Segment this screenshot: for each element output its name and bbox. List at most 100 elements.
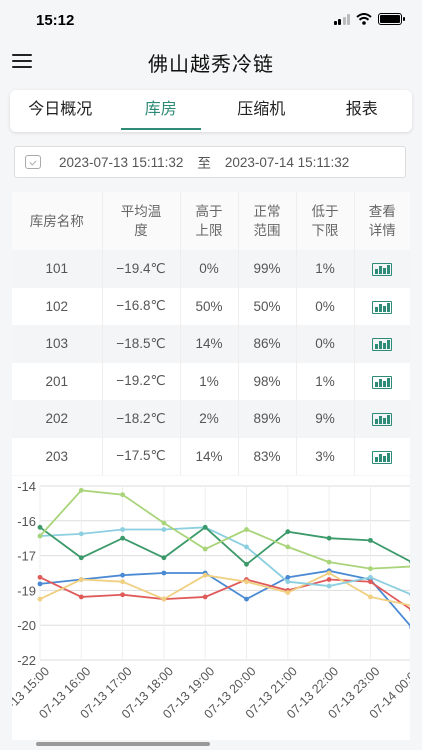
- series-1-point: [368, 579, 373, 585]
- tab-report[interactable]: 报表: [345, 101, 378, 118]
- series-2-point: [285, 590, 291, 595]
- series-2-point: [409, 603, 415, 609]
- bar-chart-icon[interactable]: [372, 375, 393, 389]
- series-5-point: [368, 566, 373, 572]
- cell-detail: [354, 287, 410, 325]
- series-3-point: [285, 579, 291, 585]
- series-line-5: [39, 489, 422, 570]
- menu-icon[interactable]: [12, 54, 32, 68]
- series-2-point: [326, 570, 332, 576]
- series-1-point: [326, 577, 332, 582]
- cell-above: 14%: [180, 437, 239, 475]
- bar-chart-icon[interactable]: [372, 263, 393, 277]
- cell-above: 0%: [180, 250, 239, 288]
- series-3-point: [161, 527, 167, 532]
- series-4-point: [368, 537, 373, 543]
- bar-chart-icon[interactable]: [372, 413, 393, 427]
- bar-chart-icon[interactable]: [372, 450, 393, 464]
- cell-below: 9%: [296, 400, 355, 438]
- horizontal-scrollbar[interactable]: [36, 742, 210, 746]
- bar-chart-icon[interactable]: [372, 300, 393, 314]
- calendar-icon: [25, 155, 41, 169]
- cell-avg-temp: −18.5℃: [102, 325, 181, 363]
- cell-detail: [354, 437, 410, 475]
- page-title: 佛山越秀冷链: [148, 54, 274, 76]
- y-tick-label: -14: [17, 479, 36, 494]
- series-1-point: [202, 594, 208, 600]
- series-5-point: [285, 544, 291, 550]
- y-tick-label: -20: [17, 618, 36, 633]
- tab-overview[interactable]: 今日概况: [28, 101, 93, 118]
- cell-above: 1%: [180, 362, 239, 400]
- series-3-point: [78, 531, 84, 537]
- series-line-1: [39, 576, 422, 613]
- nav-bar: 佛山越秀冷链: [0, 40, 422, 84]
- series-5-point: [78, 487, 84, 493]
- table-row: 202 −18.2℃ 2% 89% 9%: [12, 400, 410, 438]
- cell-normal: 50%: [238, 287, 297, 325]
- table-row: 101 −19.4℃ 0% 99% 1%: [12, 250, 410, 288]
- series-2-point: [120, 579, 125, 585]
- series-0-point: [120, 572, 125, 578]
- cell-name: 102: [12, 287, 103, 325]
- table-row: 103 −18.5℃ 14% 86% 0%: [12, 325, 410, 363]
- series-4-point: [120, 535, 125, 541]
- tab-compressor[interactable]: 压缩机: [237, 101, 286, 118]
- start-date: 2023-07-13 15:11:32: [59, 154, 184, 170]
- bar-chart-icon[interactable]: [372, 338, 393, 352]
- y-tick-label: -17: [17, 549, 36, 564]
- header-below: 低于下限: [296, 192, 355, 250]
- cell-avg-temp: −19.4℃: [102, 250, 181, 288]
- cell-name: 101: [12, 250, 103, 288]
- series-2-point: [78, 577, 84, 582]
- wifi-icon: [356, 13, 372, 25]
- tab-storage[interactable]: 库房: [111, 90, 212, 132]
- table-row: 102 −16.8℃ 50% 50% 0%: [12, 287, 410, 325]
- series-0-point: [161, 570, 167, 576]
- series-4-point: [37, 524, 43, 530]
- y-tick-label: -16: [17, 514, 36, 529]
- series-4-point: [244, 561, 249, 567]
- series-1-point: [120, 592, 125, 598]
- cell-normal: 99%: [238, 250, 297, 288]
- cell-normal: 86%: [238, 325, 297, 363]
- y-tick-label: -19: [17, 583, 36, 598]
- header-normal: 正常范围: [238, 192, 297, 250]
- header-avg-temp: 平均温度: [102, 192, 181, 250]
- series-5-point: [37, 533, 43, 539]
- cell-normal: 98%: [238, 362, 297, 400]
- series-1-point: [37, 574, 43, 580]
- storage-table: 库房名称 平均温度 高于上限 正常范围 低于下限 查看详情 101 −19.4℃ 0…: [12, 192, 410, 475]
- cell-name: 202: [12, 400, 103, 438]
- tab-bar: 今日概况 库房 压缩机 报表: [10, 90, 412, 132]
- cell-detail: [354, 400, 410, 438]
- series-5-point: [120, 492, 125, 498]
- cell-below: 0%: [296, 325, 355, 363]
- table-header: 库房名称 平均温度 高于上限 正常范围 低于下限 查看详情: [12, 192, 410, 250]
- series-4-point: [78, 555, 84, 561]
- cell-detail: [354, 362, 410, 400]
- series-1-point: [78, 594, 84, 600]
- table-row: 201 −19.2℃ 1% 98% 1%: [12, 362, 410, 400]
- series-5-point: [202, 546, 208, 552]
- cell-above: 14%: [180, 325, 239, 363]
- cell-detail: [354, 250, 410, 288]
- series-2-point: [368, 594, 373, 600]
- cell-avg-temp: −16.8℃: [102, 287, 181, 325]
- cell-above: 50%: [180, 287, 239, 325]
- cell-name: 103: [12, 325, 103, 363]
- status-bar: 15:12: [0, 0, 422, 40]
- cell-avg-temp: −17.5℃: [102, 437, 181, 475]
- series-4-point: [285, 529, 291, 535]
- series-2-point: [202, 572, 208, 578]
- date-separator: 至: [197, 156, 211, 171]
- series-5-point: [409, 564, 415, 569]
- temperature-chart[interactable]: -14 -16 -17 -19 -20 -22 07-13 15:00 07-13 16:00…: [0, 476, 422, 740]
- battery-icon: [378, 13, 405, 25]
- series-3-point: [244, 544, 249, 550]
- cellular-signal-icon: [333, 13, 350, 25]
- date-range-picker[interactable]: 2023-07-13 15:11:32 至 2023-07-14 15:11:3…: [14, 146, 406, 178]
- cell-avg-temp: −18.2℃: [102, 400, 181, 438]
- series-0-point: [285, 574, 291, 580]
